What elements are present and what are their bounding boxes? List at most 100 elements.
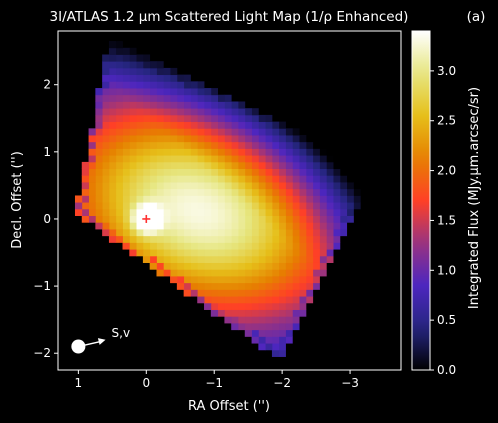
heatmap-cell xyxy=(326,148,334,156)
heatmap-cell xyxy=(299,289,307,297)
heatmap-cell xyxy=(163,235,171,243)
heatmap-cell xyxy=(136,202,144,210)
heatmap-cell xyxy=(149,222,157,230)
heatmap-cell xyxy=(190,208,198,216)
heatmap-cell xyxy=(210,276,219,284)
heatmap-cell xyxy=(115,229,123,237)
heatmap-cell xyxy=(299,249,307,257)
heatmap-cell xyxy=(176,88,185,96)
heatmap-cell xyxy=(122,88,130,96)
heatmap-cell xyxy=(163,141,171,149)
heatmap-cell xyxy=(183,282,191,290)
heatmap-cell xyxy=(197,88,205,96)
heatmap-cell xyxy=(197,182,205,190)
heatmap-cell xyxy=(210,168,219,176)
heatmap-cell xyxy=(163,195,171,203)
heatmap-cell xyxy=(170,222,178,230)
heatmap-cell xyxy=(217,202,225,210)
heatmap-cell xyxy=(149,88,157,96)
heatmap-cell xyxy=(265,336,273,344)
heatmap-cell xyxy=(163,74,171,82)
heatmap-cell xyxy=(102,195,110,203)
heatmap-cell xyxy=(190,229,198,237)
heatmap-cell xyxy=(258,161,266,170)
heatmap-cell xyxy=(163,175,171,183)
heatmap-cell xyxy=(265,114,273,123)
heatmap-cell xyxy=(183,121,191,129)
heatmap-cell xyxy=(149,208,157,216)
heatmap-cell xyxy=(231,114,239,123)
heatmap-cell xyxy=(156,114,164,123)
heatmap-cell xyxy=(204,215,212,223)
heatmap-cell xyxy=(156,161,164,170)
heatmap-cell xyxy=(319,202,327,210)
heatmap-cell xyxy=(142,108,151,116)
heatmap-cell xyxy=(360,188,368,196)
heatmap-cell xyxy=(271,235,280,243)
heatmap-cell xyxy=(237,229,246,237)
heatmap-cell xyxy=(183,108,191,116)
heatmap-cell xyxy=(136,61,144,69)
heatmap-cell xyxy=(115,202,123,210)
heatmap-cell xyxy=(210,88,219,96)
heatmap-cell xyxy=(183,208,191,216)
heatmap-cell xyxy=(326,188,334,196)
heatmap-cell xyxy=(333,208,341,216)
heatmap-cell xyxy=(217,276,225,284)
heatmap-cell xyxy=(353,202,361,210)
heatmap-cell xyxy=(237,235,246,243)
heatmap-cell xyxy=(326,242,334,250)
heatmap-cell xyxy=(197,108,205,116)
heatmap-cell xyxy=(115,135,123,143)
heatmap-cell xyxy=(319,235,327,243)
heatmap-cell xyxy=(244,289,252,297)
heatmap-cell xyxy=(136,235,144,243)
heatmap-cell xyxy=(142,175,151,183)
heatmap-cell xyxy=(360,175,368,183)
heatmap-cell xyxy=(136,148,144,156)
heatmap-cell xyxy=(102,135,110,143)
heatmap-cell xyxy=(142,249,151,257)
heatmap-cell xyxy=(265,188,273,196)
heatmap-cell xyxy=(122,229,130,237)
heatmap-cell xyxy=(244,208,252,216)
heatmap-cell xyxy=(142,128,151,136)
heatmap-cell xyxy=(129,161,137,170)
y-tick-label: −2 xyxy=(33,346,51,360)
heatmap-cell xyxy=(237,242,246,250)
heatmap-cell xyxy=(88,175,96,183)
heatmap-cell xyxy=(271,276,280,284)
heatmap-cell xyxy=(292,188,300,196)
heatmap-cell xyxy=(237,309,246,317)
heatmap-cell xyxy=(88,161,96,170)
heatmap-cell xyxy=(210,202,219,210)
heatmap-cell xyxy=(292,215,300,223)
heatmap-cell xyxy=(170,88,178,96)
heatmap-cell xyxy=(312,282,320,290)
heatmap-cell xyxy=(210,229,219,237)
heatmap-cell xyxy=(285,215,293,223)
heatmap-cell xyxy=(346,155,354,163)
heatmap-cell xyxy=(136,175,144,183)
heatmap-cell xyxy=(136,108,144,116)
heatmap-cell xyxy=(258,128,266,136)
heatmap-cell xyxy=(258,276,266,284)
heatmap-cell xyxy=(251,296,259,304)
heatmap-cell xyxy=(204,235,212,243)
heatmap-cell xyxy=(339,161,348,170)
heatmap-cell xyxy=(231,148,239,156)
y-tick-label: 1 xyxy=(43,145,51,159)
heatmap-cell xyxy=(237,208,246,216)
heatmap-cell xyxy=(149,114,157,123)
heatmap-cell xyxy=(312,182,320,190)
heatmap-cell xyxy=(108,81,117,89)
heatmap-cell xyxy=(231,161,239,170)
heatmap-cell xyxy=(251,329,259,337)
heatmap-cell xyxy=(197,101,205,109)
heatmap-cell xyxy=(176,161,185,170)
heatmap-cell xyxy=(108,61,117,69)
heatmap-cell xyxy=(292,309,300,317)
heatmap-cell xyxy=(183,242,191,250)
heatmap-cell xyxy=(333,161,341,170)
heatmap-cell xyxy=(108,182,117,190)
